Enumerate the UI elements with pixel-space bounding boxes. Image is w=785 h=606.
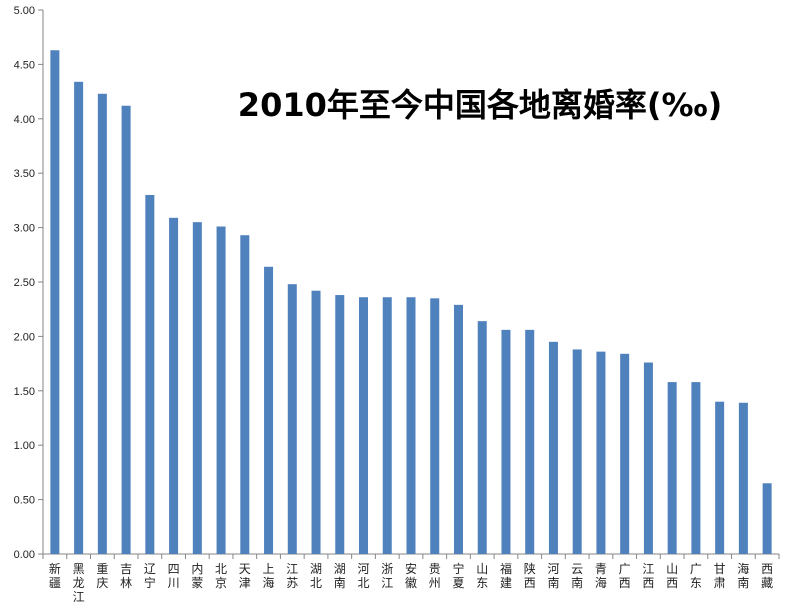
x-tick-label: 江西 <box>642 562 654 590</box>
x-tick-label: 辽宁 <box>144 562 156 590</box>
x-tick-label: 新疆 <box>49 561 61 590</box>
x-tick-label: 山西 <box>666 562 678 590</box>
x-tick-label: 云南 <box>571 562 583 590</box>
x-tick-label: 海南 <box>737 561 749 590</box>
bar <box>453 304 463 554</box>
bar <box>169 217 179 555</box>
x-tick-label: 内蒙 <box>191 562 203 590</box>
bar <box>264 266 274 554</box>
x-tick-label: 甘肃 <box>714 562 726 590</box>
x-tick-label: 上海 <box>263 562 275 590</box>
x-tick-label: 天津 <box>239 562 251 590</box>
x-tick-label: 河北 <box>358 562 370 590</box>
bar <box>525 329 535 554</box>
x-tick-label: 福建 <box>500 561 512 590</box>
bar <box>97 93 107 554</box>
y-tick-label: 2.50 <box>14 277 35 289</box>
bar <box>382 297 392 554</box>
bar <box>762 483 772 554</box>
bar <box>406 297 416 554</box>
bar <box>216 226 226 554</box>
bar <box>738 402 748 554</box>
x-tick-label: 四川 <box>168 562 180 590</box>
bar <box>572 349 582 554</box>
y-tick-label: 1.00 <box>14 440 35 452</box>
x-tick-label: 浙江 <box>381 562 393 590</box>
bar <box>715 401 725 554</box>
y-tick-label: 3.50 <box>14 168 35 180</box>
y-axis: 0.00 0.50 1.00 1.50 2.00 2.50 3.00 3.50 4.00 4.50… <box>14 5 44 561</box>
y-tick-label: 1.50 <box>14 386 35 398</box>
bar <box>643 362 653 554</box>
x-tick-label: 贵州 <box>429 562 441 590</box>
x-tick-label: 黑龙江 <box>73 562 85 604</box>
x-tick-label: 广东 <box>690 562 702 590</box>
x-tick-label: 陕西 <box>524 561 536 590</box>
bar <box>74 81 84 555</box>
x-tick-label: 北京 <box>215 562 227 590</box>
bar <box>287 284 297 554</box>
y-tick-label: 4.00 <box>14 114 35 126</box>
bar <box>596 351 606 554</box>
y-tick-label: 0.50 <box>14 495 35 507</box>
bar <box>691 382 701 554</box>
x-tick-label: 山东 <box>476 562 488 590</box>
chart-title: 2010年至今中国各地离婚率(‰) <box>238 86 722 124</box>
bar <box>192 222 202 554</box>
bar <box>311 290 321 554</box>
x-tick-label: 广西 <box>619 562 631 590</box>
x-tick-label: 河南 <box>547 562 559 590</box>
y-tick-label: 4.50 <box>14 59 35 71</box>
x-tick-label: 青海 <box>595 562 607 590</box>
x-axis: 新疆黑龙江重庆吉林辽宁四川内蒙北京天津上海江苏湖北湖南河北浙江安徽贵州宁夏山东福… <box>42 553 780 604</box>
bar <box>240 235 250 554</box>
bar <box>121 105 131 554</box>
x-tick-label: 重庆 <box>96 562 108 590</box>
x-tick-label: 宁夏 <box>452 561 464 590</box>
bar <box>335 295 345 554</box>
bar <box>359 297 369 554</box>
bar <box>145 194 155 554</box>
y-tick-label: 2.00 <box>14 331 35 343</box>
bar <box>430 298 440 554</box>
x-tick-label: 安徽 <box>405 561 417 590</box>
y-tick-label: 0.00 <box>14 549 35 561</box>
y-tick-label: 5.00 <box>14 5 35 17</box>
x-tick-label: 吉林 <box>120 562 132 590</box>
bar <box>501 329 511 554</box>
bar <box>548 341 558 554</box>
y-tick-label: 3.00 <box>14 223 35 235</box>
bar <box>667 382 677 554</box>
x-tick-label: 湖南 <box>334 561 346 590</box>
bar <box>620 353 630 554</box>
bars <box>50 50 772 555</box>
x-tick-label: 湖北 <box>310 561 322 590</box>
bar <box>477 321 487 554</box>
bar <box>50 50 60 554</box>
x-tick-label: 西藏 <box>761 562 773 590</box>
x-tick-label: 江苏 <box>286 562 298 590</box>
